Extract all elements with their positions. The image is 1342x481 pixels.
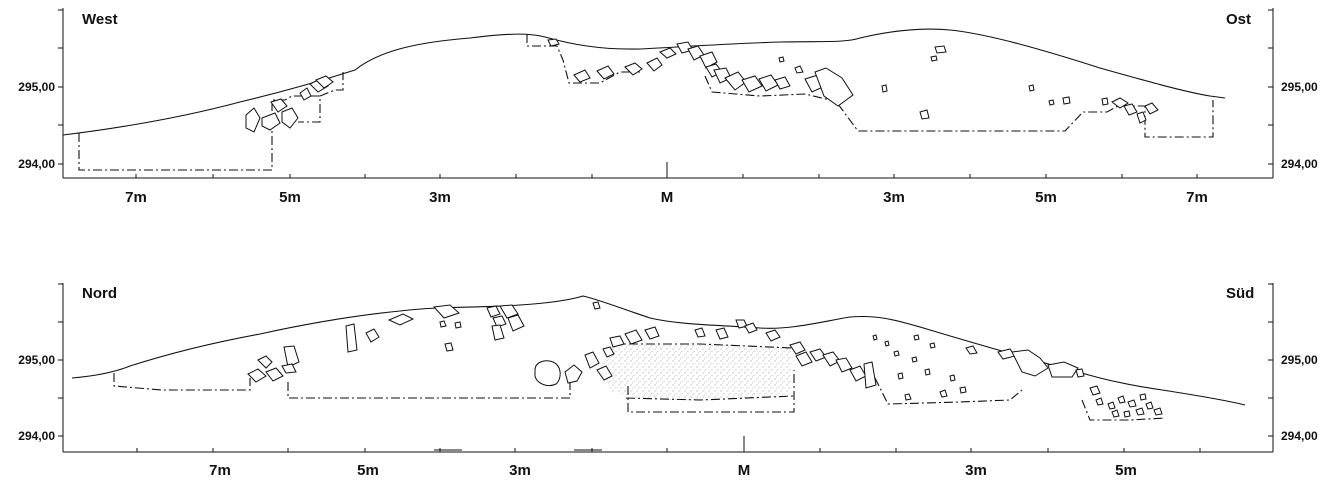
profile-1-excavation-east	[837, 100, 1214, 138]
profile-2-excavation-south	[874, 377, 1166, 421]
profile-2-elevation-left-294: 294,00	[18, 429, 55, 443]
profile-1-surface-line	[62, 28, 1226, 136]
profile-2-right-label: Süd	[1226, 285, 1254, 302]
profile-2-midpoint-label: M	[738, 462, 751, 479]
profile-1-elevation-left-294: 294,00	[18, 157, 55, 171]
profile-1-midpoint-label: M	[661, 189, 674, 206]
profile-1-excavation-west	[78, 72, 344, 171]
profile-1-distance-label: 3m	[883, 189, 905, 206]
profile-1-elevation-right-294: 294,00	[1281, 157, 1318, 171]
profile-1-distance-label: 5m	[279, 189, 301, 206]
profile-2-distance-label: 7m	[209, 462, 231, 479]
profile-2-fill-stippled	[600, 344, 792, 400]
profile-2-left-label: Nord	[82, 285, 117, 302]
profile-west-ost: West Ost 295,00 294,00 295,00 294,00 7m …	[18, 8, 1318, 206]
profile-2-distance-label: 5m	[357, 462, 379, 479]
profile-2-excavation-center	[612, 343, 795, 413]
profile-1-left-label: West	[82, 11, 118, 28]
profile-1-distance-label: 3m	[429, 189, 451, 206]
profile-1-elevation-right-295: 295,00	[1281, 80, 1318, 94]
profile-2-elevation-left-295: 295,00	[18, 353, 55, 367]
profile-2-excavation-north	[113, 373, 571, 399]
profile-1-axes	[58, 8, 1274, 179]
profile-1-distance-label: 7m	[1186, 189, 1208, 206]
profile-2-axes	[58, 283, 1274, 453]
profile-1-stones	[245, 38, 1159, 133]
profile-1-elevation-left-295: 295,00	[18, 80, 55, 94]
profile-2-elevation-right-295: 295,00	[1281, 353, 1318, 367]
profile-1-right-label: Ost	[1226, 11, 1251, 28]
profile-1-distance-label: 7m	[125, 189, 147, 206]
profile-1-excavation-center	[526, 34, 640, 84]
profile-nord-sued: Nord Süd 295,00 294,00 295,00 294,00 7m …	[18, 283, 1318, 479]
profile-2-distance-label: 5m	[1115, 462, 1137, 479]
profile-2-distance-label: 3m	[965, 462, 987, 479]
profile-2-stones	[247, 301, 1163, 418]
profile-2-elevation-right-294: 294,00	[1281, 429, 1318, 443]
profile-2-distance-label: 3m	[509, 462, 531, 479]
profile-1-distance-label: 5m	[1035, 189, 1057, 206]
